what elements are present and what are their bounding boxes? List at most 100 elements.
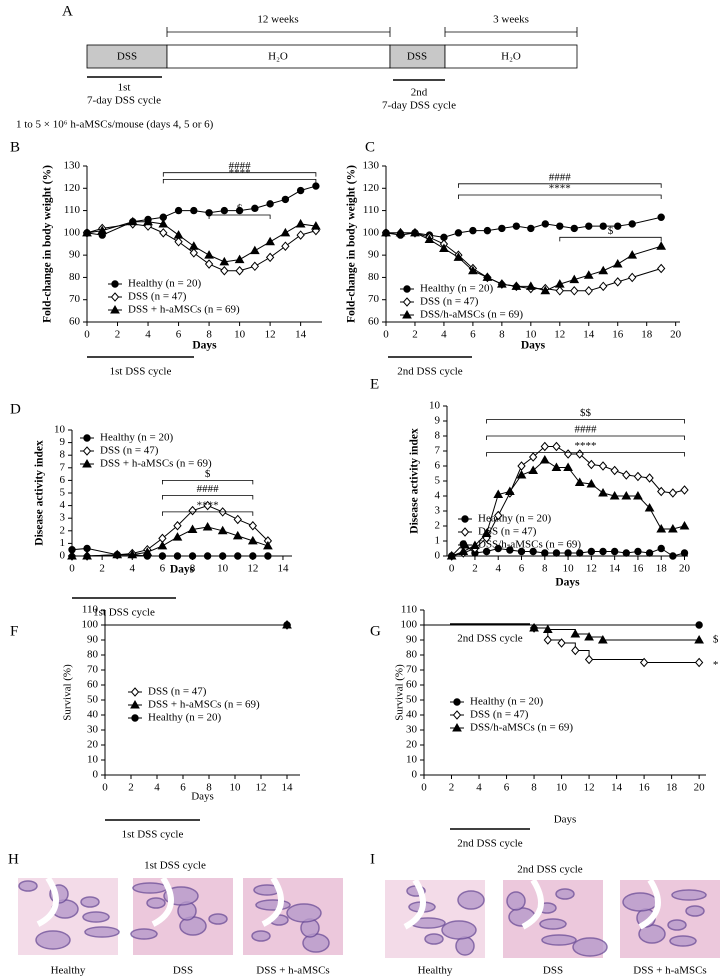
chart: B 60 70 80 90 100 110 120 130 0 2 4 6 8 10 12 14 Days Fold… [10, 139, 322, 378]
panel-letter: C [365, 139, 375, 155]
x-tick-label: 8 [499, 329, 505, 341]
significance: #### [575, 424, 598, 436]
x-tick-label: 4 [130, 563, 136, 575]
x-tick-label: 12 [584, 782, 595, 794]
point [656, 523, 667, 533]
point [529, 622, 539, 632]
y-tick-label: 70 [368, 293, 380, 305]
histology-caption: Healthy [51, 965, 86, 977]
lumen [521, 878, 544, 930]
x-tick-label: 4 [495, 563, 501, 575]
point [173, 230, 184, 239]
point [540, 441, 549, 452]
significance: **** [197, 499, 219, 511]
y-tick-label: 110 [82, 604, 99, 616]
legend-marker [110, 292, 120, 302]
span-label: 3 weeks [493, 14, 529, 26]
significance: #### [229, 160, 252, 172]
crypt [671, 889, 707, 901]
point [173, 552, 182, 560]
point [454, 229, 463, 237]
point [97, 225, 108, 235]
point [203, 500, 212, 511]
x-tick-label: 0 [449, 563, 455, 575]
x-tick-label: 2 [412, 329, 418, 341]
point [249, 245, 260, 255]
y-tick-label: 4 [435, 490, 441, 502]
point [458, 546, 469, 555]
point [552, 441, 561, 452]
point [585, 222, 593, 230]
point [251, 204, 259, 213]
x-tick-label: 8 [531, 782, 537, 794]
histology-caption: DSS [543, 965, 563, 977]
y-tick-label: 130 [64, 160, 81, 172]
histology-caption: DSS [173, 965, 193, 977]
point [668, 523, 678, 533]
lumen [36, 876, 59, 927]
x-tick-label: 2 [472, 563, 478, 575]
y-tick-label: 30 [406, 724, 418, 736]
legend-label: Healthy (n = 20) [148, 712, 221, 724]
point [512, 222, 521, 230]
x-axis-label: Days [192, 340, 217, 352]
point [202, 522, 213, 531]
point [218, 552, 227, 560]
histology-caption: DSS + h-aMSCs [256, 965, 329, 977]
legend-entry: DSS (n = 47) [450, 709, 529, 721]
panel-letter: G [370, 623, 381, 639]
y-tick-label: 100 [401, 619, 418, 631]
point [583, 270, 594, 279]
point [250, 261, 260, 272]
legend-label: DSS (n = 47) [148, 686, 207, 698]
legend-label: DSS/h-aMSCs (n = 69) [470, 722, 573, 734]
significance: $ [713, 634, 719, 646]
cycle-label: 7-day DSS cycle [382, 100, 456, 112]
x-axis-label: Days [521, 340, 546, 352]
point [621, 490, 632, 500]
x-tick-label: 16 [639, 782, 651, 794]
legend-entry: Healthy (n = 20) [128, 712, 221, 724]
x-tick-label: 4 [145, 329, 151, 341]
point [614, 222, 622, 230]
point [557, 638, 566, 648]
panel-letter: B [10, 139, 20, 155]
point [112, 549, 123, 559]
x-tick-label: 8 [542, 563, 548, 575]
y-axis-label: Survival (%) [394, 664, 406, 721]
point [543, 635, 552, 645]
histology-title: 2nd DSS cycle [517, 864, 583, 876]
tissue-bg [620, 880, 720, 958]
y-axis-label: Fold-change in body weight (%) [346, 165, 358, 323]
histology-caption: DSS + h-aMSCs [633, 965, 706, 977]
point [540, 285, 551, 295]
point [571, 645, 580, 656]
point [188, 505, 197, 516]
x-tick-label: 14 [611, 782, 623, 794]
x-tick-label: 20 [694, 782, 706, 794]
significance-bracket [458, 183, 662, 188]
x-tick-label: 10 [234, 329, 246, 341]
x-axis-label: Days [170, 564, 195, 576]
crypt [208, 913, 228, 925]
x-tick-label: 12 [256, 782, 267, 794]
significance-bracket [208, 214, 271, 220]
legend-entry: DSS (n = 47) [400, 296, 479, 308]
x-tick-label: 6 [519, 563, 525, 575]
point [446, 550, 457, 560]
point [622, 549, 630, 557]
y-tick-label: 120 [64, 182, 81, 194]
y-tick-label: 90 [368, 249, 380, 261]
point [680, 549, 689, 557]
y-tick-label: 80 [87, 649, 99, 661]
x-tick-label: 0 [102, 782, 108, 794]
point [576, 549, 584, 557]
point [497, 279, 507, 288]
histology-image [18, 876, 120, 955]
point [599, 222, 607, 230]
significance-bracket [559, 236, 662, 242]
x-tick-label: 8 [206, 782, 212, 794]
x-tick-label: 14 [583, 329, 595, 341]
y-tick-label: 80 [406, 649, 418, 661]
